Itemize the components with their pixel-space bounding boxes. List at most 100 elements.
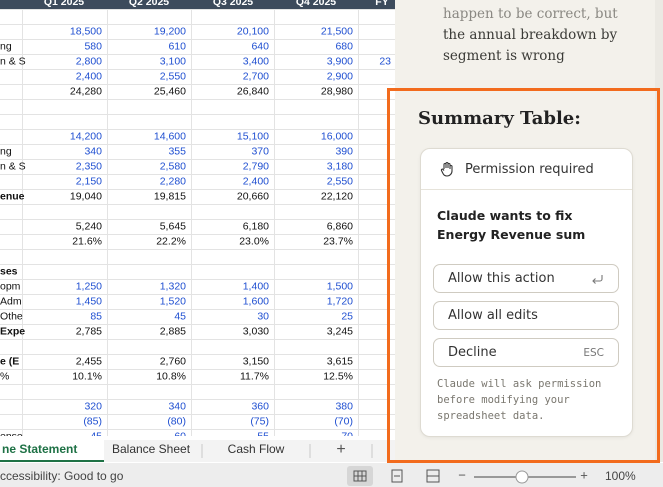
sheet-tab[interactable]: Balance Sheet xyxy=(112,442,191,456)
status-text: ccessibility: Good to go xyxy=(0,469,124,483)
cell: 10.1% xyxy=(72,370,102,382)
zoom-out[interactable]: − xyxy=(458,467,466,482)
cell: 320 xyxy=(84,400,102,412)
cell: 340 xyxy=(168,400,186,412)
highlight-frame: Summary Table: Permission required Claud… xyxy=(387,88,660,463)
row-label: n & S xyxy=(0,160,26,172)
cell: 2,550 xyxy=(327,175,353,187)
cell: 2,790 xyxy=(243,160,269,172)
sheet-tab[interactable]: ne Statement xyxy=(2,442,77,456)
cell: 22.2% xyxy=(156,235,186,247)
cell: 22,120 xyxy=(321,190,353,202)
sheet-tab[interactable]: Cash Flow xyxy=(228,442,285,456)
view-icons xyxy=(353,469,440,483)
request: Claude wants to fix Energy Revenue sum xyxy=(437,208,586,242)
permission-card: Permission required Claude wants to fix … xyxy=(420,148,633,437)
cell: 370 xyxy=(251,145,269,157)
zoom-level: 100% xyxy=(605,469,636,483)
button-label: Allow all edits xyxy=(448,308,538,323)
heading: Summary Table: xyxy=(418,108,581,129)
cell: 19,200 xyxy=(154,25,186,37)
cell: 2,455 xyxy=(76,355,102,367)
note: Claude will ask permission before modify… xyxy=(437,378,602,422)
cell: 23.7% xyxy=(323,235,353,247)
zoom-in[interactable]: + xyxy=(580,467,588,482)
cell: 6,180 xyxy=(243,220,269,232)
cell: 355 xyxy=(168,145,186,157)
row-label: % xyxy=(0,370,9,382)
cell: 6,860 xyxy=(327,220,353,232)
cell: 1,720 xyxy=(327,295,353,307)
allow-button[interactable]: Allow this action xyxy=(433,264,619,293)
decline-button[interactable]: Decline ESC xyxy=(433,338,619,367)
button-label: Allow this action xyxy=(448,271,555,286)
button-label: Decline xyxy=(448,345,497,360)
message-line: the annual breakdown by xyxy=(443,27,618,43)
cell: 20,660 xyxy=(237,190,269,202)
cell: 1,320 xyxy=(160,280,186,292)
cell: 20,100 xyxy=(237,25,269,37)
cell: 25 xyxy=(341,310,353,322)
row-label: e (E xyxy=(0,355,19,367)
row-label: Expe xyxy=(0,325,25,337)
cell: 21,500 xyxy=(321,25,353,37)
shortcut: ESC xyxy=(583,346,604,359)
cell: 3,180 xyxy=(327,160,353,172)
cell: 45 xyxy=(174,310,186,322)
column-header: Q4 2025 xyxy=(296,0,336,8)
cell: 2,550 xyxy=(160,70,186,82)
cell: 1,250 xyxy=(76,280,102,292)
cell: 11.7% xyxy=(240,370,269,382)
cell: 2,760 xyxy=(160,355,186,367)
zoom-knob[interactable] xyxy=(515,470,529,484)
cell: 3,615 xyxy=(327,355,353,367)
cell: 24,280 xyxy=(70,85,102,97)
header-row xyxy=(0,0,395,9)
card-title: Permission required xyxy=(465,161,594,177)
cell: 2,885 xyxy=(160,325,186,337)
row-label: ses xyxy=(0,265,18,277)
cell: 12.5% xyxy=(323,370,353,382)
cell: (85) xyxy=(83,415,102,427)
row-label: enue xyxy=(0,190,25,202)
add-sheet[interactable]: + xyxy=(336,441,345,458)
cell: 340 xyxy=(84,145,102,157)
cell: 5,240 xyxy=(76,220,102,232)
cell: 3,245 xyxy=(327,325,353,337)
cell: 3,900 xyxy=(327,55,353,67)
row-label: ng xyxy=(0,145,12,157)
cell: 2,150 xyxy=(76,175,102,187)
cell: 25,460 xyxy=(154,85,186,97)
cell: 2,350 xyxy=(76,160,102,172)
cell: 23.0% xyxy=(239,235,269,247)
cell: 1,400 xyxy=(243,280,269,292)
cell: 3,100 xyxy=(160,55,186,67)
cell: 2,785 xyxy=(76,325,102,337)
allow-all-button[interactable]: Allow all edits xyxy=(433,301,619,330)
cell: 28,980 xyxy=(321,85,353,97)
active-tab[interactable] xyxy=(0,440,104,462)
message-line: happen to be correct, but xyxy=(443,6,618,22)
cell: 18,500 xyxy=(70,25,102,37)
cell: 1,450 xyxy=(76,295,102,307)
row-label: Othe xyxy=(0,310,23,322)
cell: 390 xyxy=(335,145,353,157)
hand-icon xyxy=(440,161,453,177)
cell: (80) xyxy=(167,415,186,427)
cell: 2,800 xyxy=(76,55,102,67)
cell: 3,030 xyxy=(243,325,269,337)
row-label: ng xyxy=(0,40,12,52)
cell: 380 xyxy=(335,400,353,412)
cell: 2,580 xyxy=(160,160,186,172)
cell: 1,600 xyxy=(243,295,269,307)
column-header: Q2 2025 xyxy=(129,0,169,8)
column-header: Q1 2025 xyxy=(44,0,84,8)
cell: 580 xyxy=(84,40,102,52)
cell: 680 xyxy=(335,40,353,52)
cell: 610 xyxy=(168,40,186,52)
cell: 2,280 xyxy=(160,175,186,187)
enter-icon xyxy=(592,274,603,284)
cell: (70) xyxy=(334,415,353,427)
cell: 15,100 xyxy=(237,130,269,142)
